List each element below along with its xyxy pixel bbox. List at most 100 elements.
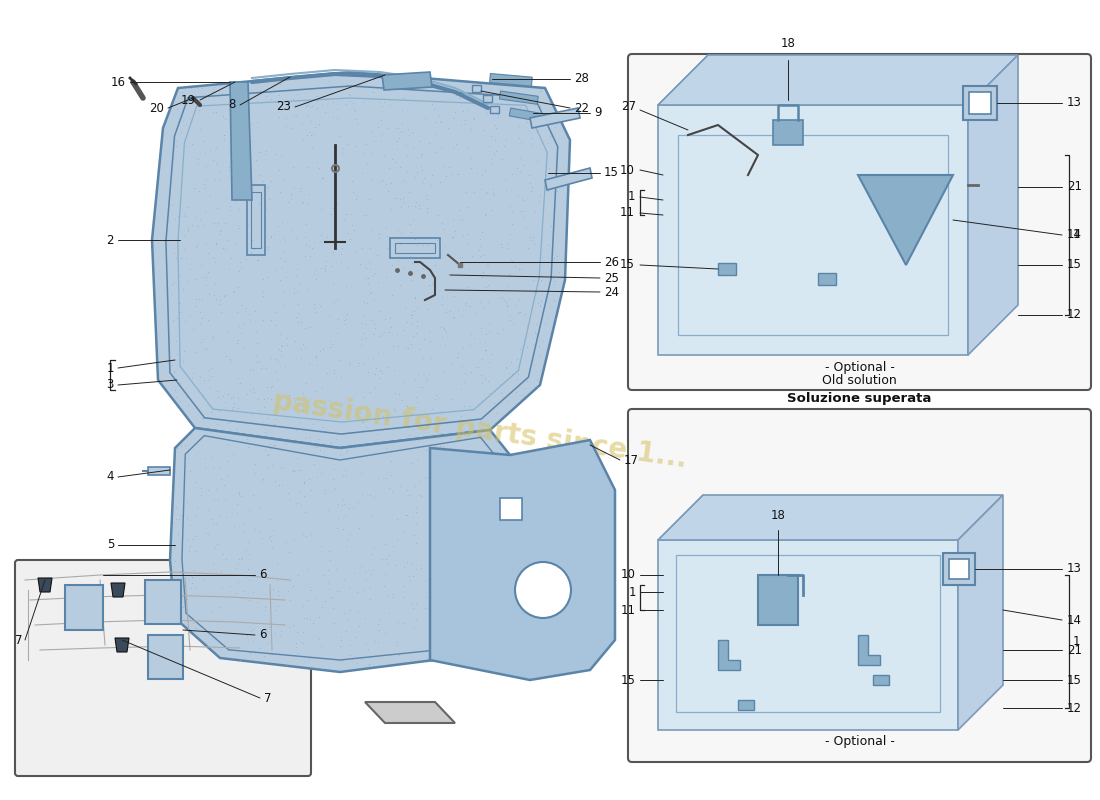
Point [493, 240, 510, 253]
Point [532, 295, 550, 308]
Point [469, 570, 486, 582]
Text: - Optional -: - Optional - [825, 735, 894, 748]
Text: 6: 6 [258, 629, 266, 642]
Point [292, 635, 309, 648]
Point [274, 103, 292, 116]
Point [434, 159, 452, 172]
Text: 17: 17 [624, 454, 639, 466]
Point [280, 621, 298, 634]
Point [306, 121, 323, 134]
Point [270, 585, 287, 598]
Bar [873, 675, 889, 685]
Point [455, 375, 473, 388]
Point [509, 307, 527, 320]
Point [517, 221, 535, 234]
Point [486, 134, 504, 146]
Point [446, 290, 463, 302]
Point [459, 227, 476, 240]
Point [409, 454, 427, 466]
Point [295, 612, 312, 625]
Point [374, 174, 392, 186]
Point [329, 102, 346, 115]
Point [499, 394, 517, 407]
Point [490, 571, 507, 584]
Point [300, 357, 318, 370]
Point [198, 526, 216, 539]
Point [454, 118, 472, 130]
Point [449, 350, 466, 363]
Point [419, 192, 437, 205]
Point [386, 387, 404, 400]
Point [309, 433, 327, 446]
Point [256, 603, 274, 616]
Point [425, 450, 442, 463]
Point [165, 541, 183, 554]
Point [222, 162, 240, 175]
Point [302, 484, 320, 497]
Point [277, 120, 295, 133]
Point [258, 449, 276, 462]
Point [326, 484, 343, 497]
Point [433, 330, 451, 343]
Point [433, 94, 451, 107]
Point [387, 635, 405, 648]
Point [497, 362, 515, 374]
Point [176, 345, 194, 358]
Point [524, 138, 541, 151]
Point [371, 231, 388, 244]
Point [460, 448, 477, 461]
Point [234, 406, 252, 418]
Point [174, 601, 191, 614]
Point [428, 597, 446, 610]
Point [510, 89, 528, 102]
Point [230, 552, 248, 565]
Point [480, 374, 497, 387]
Point [375, 149, 393, 162]
Point [428, 559, 446, 572]
Point [176, 229, 194, 242]
Point [210, 461, 228, 474]
Point [233, 551, 251, 564]
Point [491, 578, 508, 590]
Polygon shape [430, 440, 615, 680]
Point [470, 243, 487, 256]
Point [416, 574, 433, 587]
Point [481, 140, 498, 153]
Point [317, 425, 334, 438]
Point [245, 386, 263, 398]
Point [493, 502, 510, 514]
Point [196, 146, 213, 159]
Point [451, 251, 469, 264]
Point [397, 509, 415, 522]
Point [348, 657, 365, 670]
Point [238, 544, 255, 557]
Point [206, 216, 223, 229]
Point [487, 78, 505, 91]
Point [262, 230, 279, 242]
Point [461, 631, 478, 644]
Point [232, 131, 250, 144]
Point [295, 196, 312, 209]
Point [468, 575, 485, 588]
Point [166, 554, 184, 567]
Point [407, 501, 425, 514]
Point [267, 263, 285, 276]
Point [430, 110, 448, 122]
Circle shape [515, 562, 571, 618]
Point [346, 105, 364, 118]
Point [375, 326, 393, 338]
Point [527, 286, 544, 299]
Point [454, 105, 472, 118]
Point [446, 112, 463, 125]
Point [292, 185, 309, 198]
Point [260, 241, 277, 254]
Point [254, 314, 272, 326]
Point [253, 532, 271, 545]
Point [334, 498, 352, 510]
Point [232, 552, 250, 565]
Point [174, 85, 191, 98]
Point [273, 261, 290, 274]
Point [405, 529, 422, 542]
Point [508, 372, 526, 385]
Point [382, 98, 399, 111]
